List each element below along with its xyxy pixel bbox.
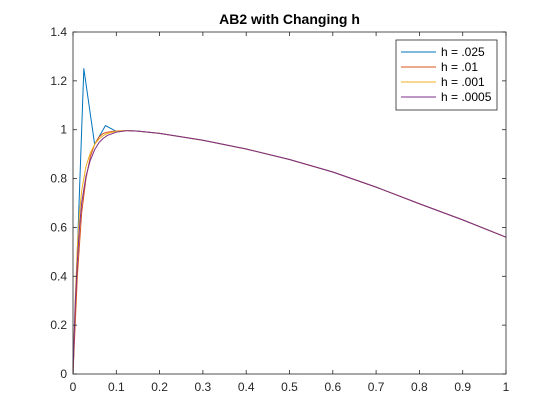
x-tick-label: 0.3: [195, 380, 212, 394]
x-tick-label: 0.2: [151, 380, 168, 394]
y-tick-label: 0.6: [50, 220, 67, 234]
x-tick-label: 0.7: [368, 380, 385, 394]
y-tick-label: 1.4: [50, 25, 67, 39]
legend-label-3: h = .0005: [441, 90, 492, 104]
x-tick-label: 0.4: [238, 380, 255, 394]
legend-label-0: h = .025: [441, 45, 485, 59]
legend-label-1: h = .01: [441, 60, 478, 74]
y-tick-label: 1: [60, 123, 67, 137]
x-tick-label: 0.6: [324, 380, 341, 394]
y-tick-label: 0.2: [50, 318, 67, 332]
x-tick-label: 0.9: [454, 380, 471, 394]
y-tick-label: 0.4: [50, 269, 67, 283]
y-tick-label: 0.8: [50, 172, 67, 186]
x-tick-label: 0: [70, 380, 77, 394]
x-tick-label: 0.5: [281, 380, 298, 394]
x-tick-label: 1: [503, 380, 510, 394]
y-tick-label: 0: [60, 367, 67, 381]
legend-label-2: h = .001: [441, 75, 485, 89]
y-tick-label: 1.2: [50, 74, 67, 88]
chart-title: AB2 with Changing h: [219, 11, 360, 27]
x-tick-label: 0.1: [108, 380, 125, 394]
x-tick-label: 0.8: [411, 380, 428, 394]
